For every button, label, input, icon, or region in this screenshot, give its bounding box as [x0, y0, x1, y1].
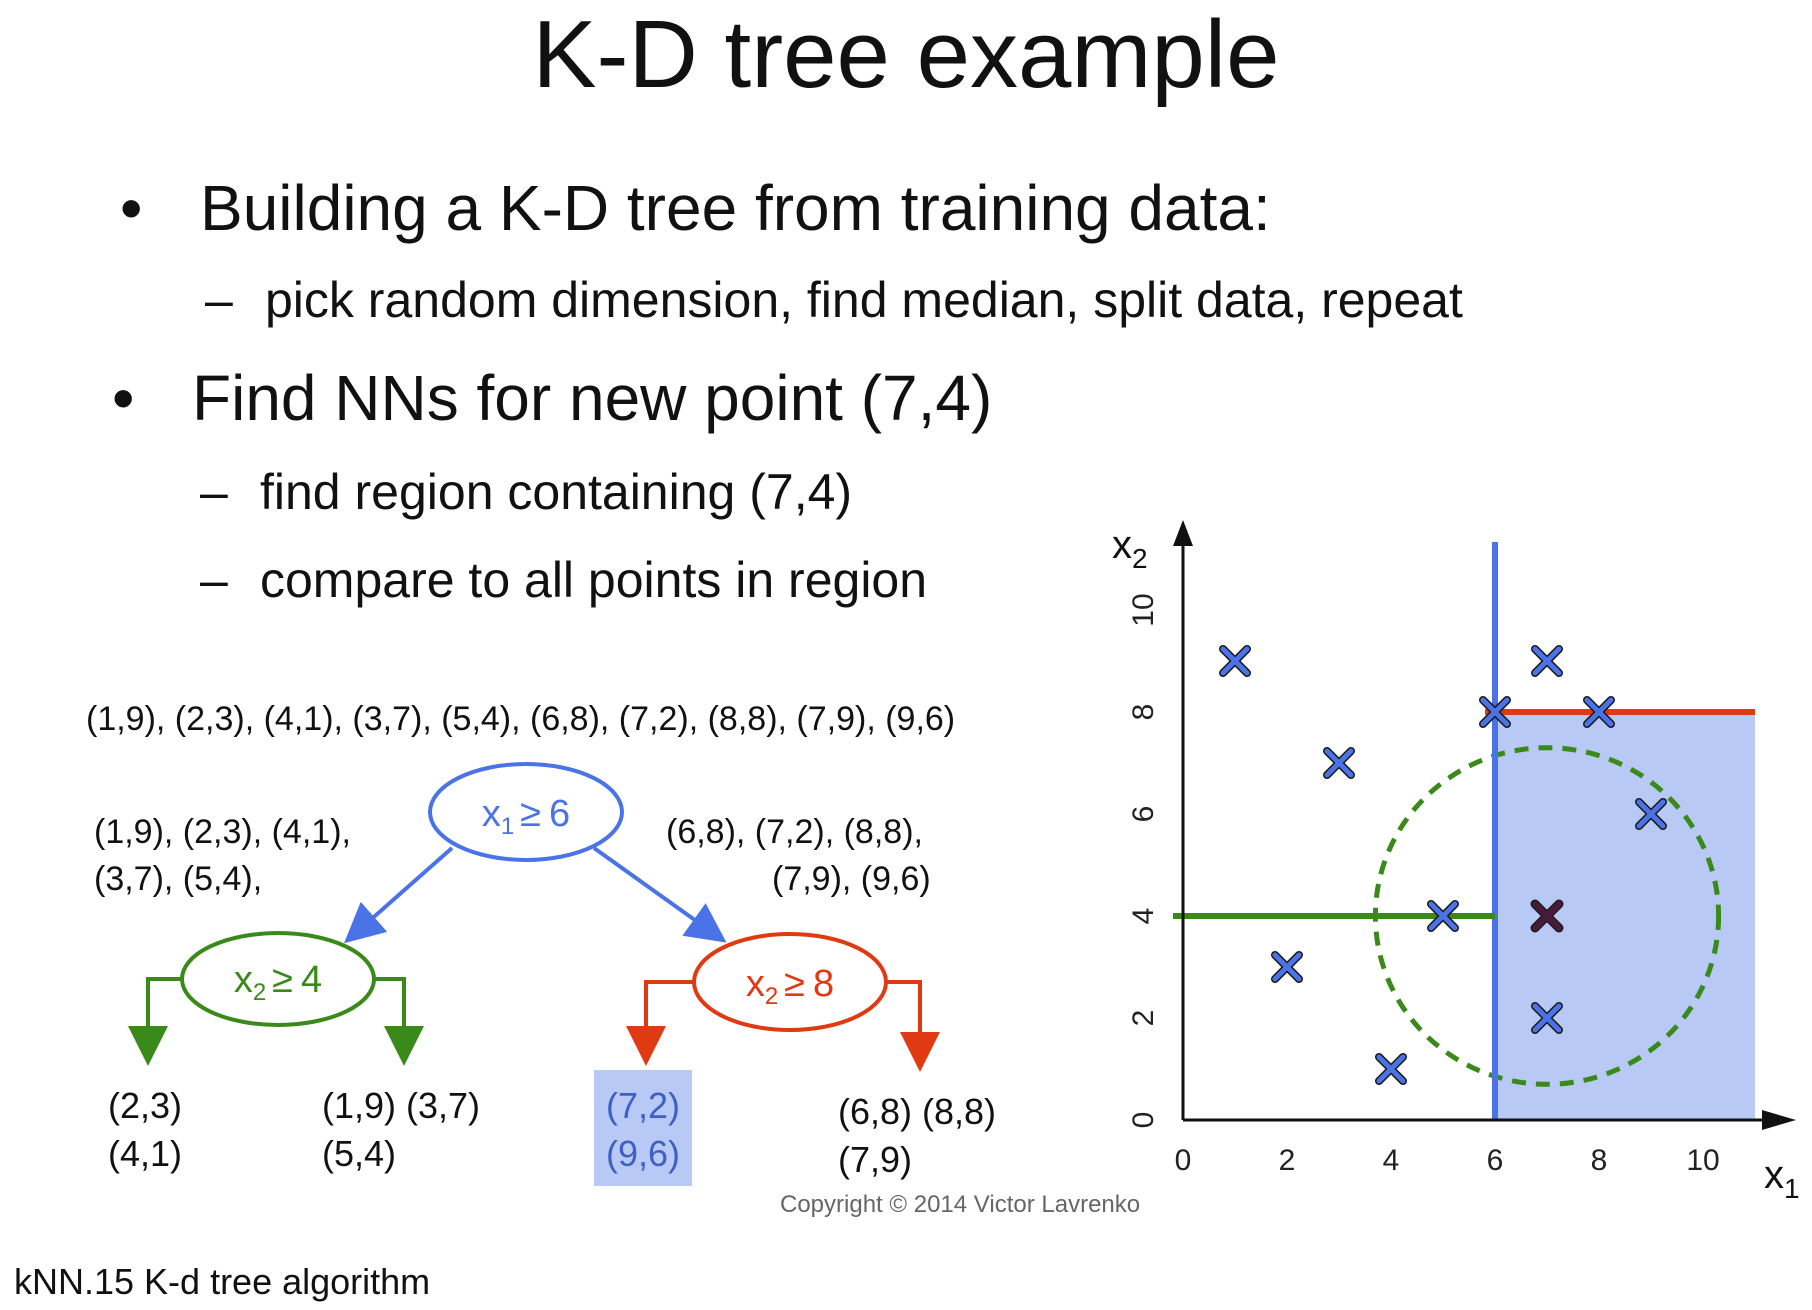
x-tick-label: 0 [1175, 1144, 1192, 1177]
x-tick-label: 6 [1487, 1144, 1504, 1177]
edge-left-right [372, 977, 424, 1066]
y-axis-arrow [1173, 520, 1193, 546]
edge-root-left [344, 846, 454, 944]
dash-glyph: – [200, 464, 228, 520]
leaf-highlight [594, 1070, 692, 1186]
left-node-label: x2 ≥4 [234, 959, 322, 1006]
leaf-2: (1,9) (3,7) (5,4) [322, 1082, 480, 1178]
right-set-line-1: (6,8), (7,2), (8,8), [666, 813, 923, 851]
x-tick-label: 4 [1383, 1144, 1400, 1177]
data-point-marker [1427, 900, 1459, 932]
tree-all-points: (1,9), (2,3), (4,1), (3,7), (5,4), (6,8)… [86, 700, 956, 738]
data-point-marker [1531, 645, 1563, 677]
dash-glyph: – [205, 272, 233, 328]
leaf-4-line-1: (6,8) (8,8) [838, 1091, 997, 1132]
bullet-1-text: Building a K-D tree from training data: [200, 172, 1271, 244]
edge-right-left [626, 980, 694, 1066]
leaf-1: (2,3) (4,1) [108, 1082, 182, 1178]
sub-bullet-2-1-text: find region containing (7,4) [260, 464, 853, 520]
leaf-3: (7,2) (9,6) [606, 1082, 680, 1178]
x-axis-label: x1 [1764, 1153, 1800, 1204]
data-point-marker [1583, 696, 1615, 728]
left-set-line-2: (3,7), (5,4), [94, 860, 263, 898]
leaf-4-line-2: (7,9) [838, 1139, 913, 1180]
data-point-marker [1531, 1002, 1563, 1034]
data-point-marker [1375, 1053, 1407, 1085]
y-tick-label: 0 [1127, 1112, 1160, 1129]
edge-right-right [884, 980, 940, 1072]
data-point-marker [1219, 645, 1251, 677]
x-tick-label: 8 [1591, 1144, 1608, 1177]
x-axis-arrow [1762, 1110, 1796, 1130]
leaf-3-line-1: (7,2) [606, 1085, 681, 1126]
query-point-marker [1530, 899, 1564, 933]
leaf-2-line-1: (1,9) (3,7) [322, 1085, 481, 1126]
y-axis-label: x2 [1112, 523, 1148, 574]
leaf-1-line-1: (2,3) [108, 1085, 183, 1126]
highlight-region [1495, 712, 1755, 1120]
copyright-text: Copyright © 2014 Victor Lavrenko [780, 1191, 1141, 1218]
sub-bullet-2-2: – compare to all points in region [200, 550, 927, 610]
left-node [180, 931, 376, 1027]
data-point-marker [1479, 696, 1511, 728]
sub-bullet-2-1: – find region containing (7,4) [200, 462, 852, 522]
bullet-1: • Building a K-D tree from training data: [120, 170, 1271, 246]
bullet-2: • Find NNs for new point (7,4) [112, 360, 992, 436]
edge-root-right [592, 846, 727, 943]
leaf-2-line-2: (5,4) [322, 1133, 397, 1174]
left-set-line-1: (1,9), (2,3), (4,1), [94, 813, 351, 851]
right-node-label: x2 ≥8 [746, 963, 834, 1010]
sub-bullet-1-1-text: pick random dimension, find median, spli… [265, 272, 1463, 328]
x-tick-label: 2 [1279, 1144, 1296, 1177]
data-point-marker [1271, 951, 1303, 983]
root-node [428, 762, 624, 862]
slide-caption: kNN.15 K-d tree algorithm [14, 1261, 431, 1302]
sub-bullet-1-1: – pick random dimension, find median, spl… [205, 270, 1463, 330]
bullet-dot: • [120, 172, 143, 244]
data-point-marker [1635, 798, 1667, 830]
y-tick-label: 8 [1127, 704, 1160, 721]
y-tick-label: 10 [1127, 593, 1160, 626]
root-node-label: x1 ≥6 [482, 793, 570, 840]
edge-left-left [128, 977, 182, 1066]
bullet-2-text: Find NNs for new point (7,4) [192, 362, 993, 434]
sub-bullet-2-2-text: compare to all points in region [260, 552, 928, 608]
data-point-marker [1323, 747, 1355, 779]
leaf-3-line-2: (9,6) [606, 1133, 681, 1174]
y-tick-label: 6 [1127, 806, 1160, 823]
x-tick-label: 10 [1686, 1144, 1719, 1177]
y-tick-label: 2 [1127, 1010, 1160, 1027]
leaf-1-line-2: (4,1) [108, 1133, 183, 1174]
right-set-line-2: (7,9), (9,6) [772, 860, 931, 898]
bullet-dot: • [112, 362, 135, 434]
dash-glyph: – [200, 552, 228, 608]
slide-title: K-D tree example [532, 1, 1280, 108]
y-tick-label: 4 [1127, 908, 1160, 925]
leaf-4: (6,8) (8,8) (7,9) [838, 1088, 996, 1184]
right-node [692, 932, 888, 1032]
